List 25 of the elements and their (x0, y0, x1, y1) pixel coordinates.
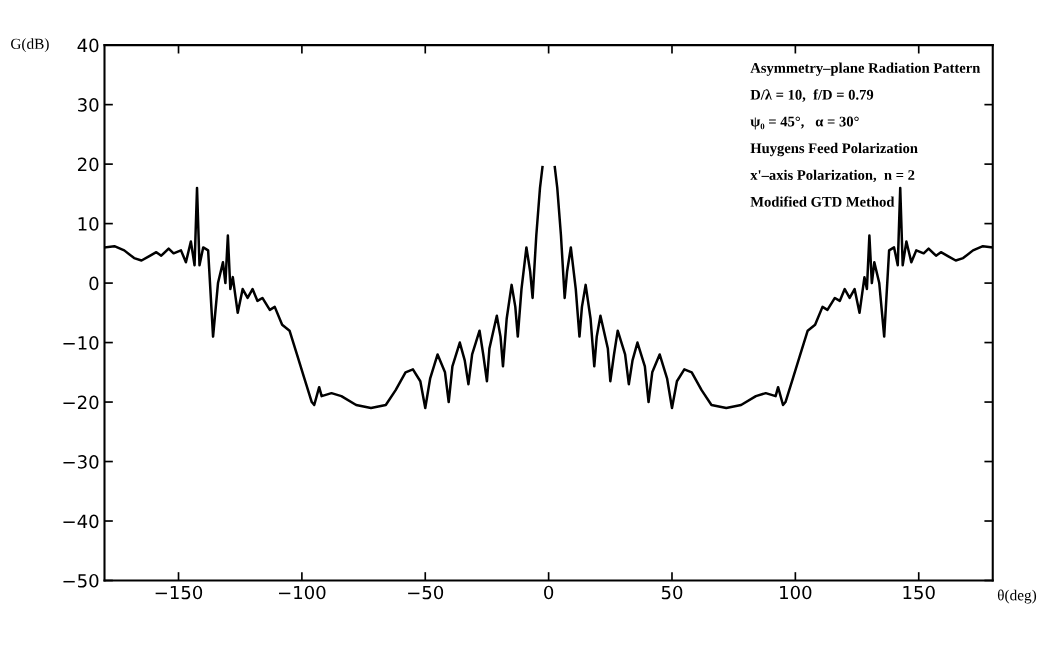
x-tick-label: 100 (780, 585, 812, 600)
y-tick-label: −40 (63, 514, 99, 529)
annotation: Modified GTD Method (750, 196, 895, 207)
x-tick-label: 50 (661, 585, 683, 600)
y-tick-label: −20 (63, 395, 99, 410)
annotation: x'–axis Polarization, n = 2 (750, 169, 915, 183)
annotation: Huygens Feed Polarization (750, 142, 918, 157)
y-tick-label: −50 (63, 573, 99, 588)
x-tick-label: 150 (903, 585, 935, 600)
annotation: D/λ = 10, f/D = 0.79 (750, 89, 874, 102)
y-tick-label: −30 (63, 454, 99, 469)
x-tick-label: 0 (544, 585, 554, 600)
y-axis-title: G(dB) (11, 38, 49, 53)
y-tick-label: 20 (77, 157, 99, 172)
y-tick-label: 10 (78, 217, 99, 231)
y-tick-label: 0 (89, 276, 99, 291)
y-tick-label: −10 (63, 336, 99, 350)
y-tick-label: 40 (77, 38, 99, 53)
x-tick-label: −50 (408, 585, 444, 600)
x-tick-label: −100 (279, 585, 326, 600)
annotation: ψ₀ = 45°, α = 30° (750, 116, 859, 130)
y-tick-label: 30 (78, 98, 99, 112)
x-axis-title: θ(deg) (997, 589, 1037, 604)
annotation: Asymmetry–plane Radiation Pattern (750, 62, 981, 76)
x-tick-label: −150 (155, 585, 203, 600)
